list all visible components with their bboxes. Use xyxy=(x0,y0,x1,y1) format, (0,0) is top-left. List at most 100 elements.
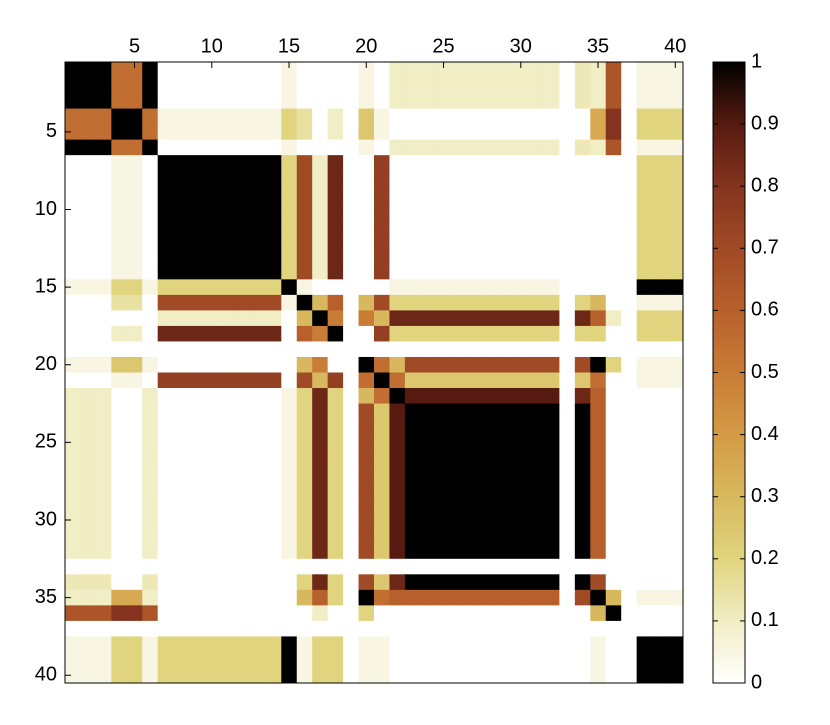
heatmap-cell xyxy=(173,481,189,498)
heatmap-cell xyxy=(482,62,498,78)
heatmap-cell xyxy=(358,310,375,327)
heatmap-cell xyxy=(281,636,298,653)
heatmap-cell xyxy=(528,108,545,125)
heatmap-cell xyxy=(667,605,684,622)
heatmap-cell xyxy=(451,77,468,94)
heatmap-cell xyxy=(420,636,437,653)
heatmap-cell xyxy=(574,294,591,311)
heatmap-cell xyxy=(312,124,329,141)
heatmap-cell xyxy=(513,155,529,172)
heatmap-cell xyxy=(590,434,607,451)
heatmap-cell xyxy=(621,589,638,606)
heatmap-cell xyxy=(497,124,514,141)
heatmap-cell xyxy=(343,108,359,125)
heatmap-cell xyxy=(343,651,359,668)
heatmap-cell xyxy=(621,294,638,311)
heatmap-cell xyxy=(343,527,359,544)
heatmap-cell xyxy=(497,558,514,575)
heatmap-cell xyxy=(281,527,298,544)
heatmap-cell xyxy=(296,496,313,513)
heatmap-cell xyxy=(621,341,638,358)
heatmap-cell xyxy=(204,667,220,684)
heatmap-cell xyxy=(126,77,143,94)
heatmap-cell xyxy=(590,356,607,373)
heatmap-cell xyxy=(173,574,189,591)
heatmap-cell xyxy=(234,512,251,529)
heatmap-cell xyxy=(111,217,128,234)
heatmap-cell xyxy=(528,139,545,156)
heatmap-cell xyxy=(126,341,143,358)
heatmap-cell xyxy=(358,201,375,218)
heatmap-cell xyxy=(95,543,112,560)
heatmap-cell xyxy=(219,558,236,575)
heatmap-cell xyxy=(296,651,313,668)
heatmap-cell xyxy=(126,465,143,482)
heatmap-cell xyxy=(80,279,97,296)
heatmap-cell xyxy=(219,279,236,296)
heatmap-cell xyxy=(95,450,112,467)
heatmap-cell xyxy=(374,465,390,482)
heatmap-cell xyxy=(374,589,390,606)
heatmap-cell xyxy=(219,465,236,482)
heatmap-cell xyxy=(482,543,498,560)
heatmap-cell xyxy=(219,403,236,420)
heatmap-cell xyxy=(142,512,159,529)
heatmap-cell xyxy=(652,605,668,622)
heatmap-cell xyxy=(142,574,159,591)
heatmap-cell xyxy=(435,62,452,78)
heatmap-cell xyxy=(111,465,128,482)
heatmap-cell xyxy=(513,527,529,544)
heatmap-cell xyxy=(111,403,128,420)
heatmap-cell xyxy=(621,403,638,420)
heatmap-cell xyxy=(374,310,390,327)
heatmap-cell xyxy=(296,170,313,187)
heatmap-cell xyxy=(605,388,622,404)
heatmap-cell xyxy=(605,605,622,622)
heatmap-cell xyxy=(157,434,174,451)
heatmap-cell xyxy=(358,325,375,342)
heatmap-cell xyxy=(204,77,220,94)
heatmap-cell xyxy=(95,139,112,156)
heatmap-cell xyxy=(219,512,236,529)
heatmap-cell xyxy=(636,93,653,109)
heatmap-cell xyxy=(265,93,282,109)
heatmap-cell xyxy=(265,419,282,435)
heatmap-cell xyxy=(636,558,653,575)
heatmap-cell xyxy=(667,217,684,234)
heatmap-cell xyxy=(621,62,638,78)
heatmap-cell xyxy=(234,465,251,482)
heatmap-cell xyxy=(636,543,653,560)
heatmap-cell xyxy=(652,124,668,141)
heatmap-cell xyxy=(343,388,359,404)
heatmap-cell xyxy=(173,93,189,109)
heatmap-cell xyxy=(574,108,591,125)
heatmap-cell xyxy=(667,62,684,78)
heatmap-cell xyxy=(358,139,375,156)
heatmap-cell xyxy=(667,589,684,606)
heatmap-cell xyxy=(513,481,529,498)
heatmap-cell xyxy=(188,605,205,622)
colorbar-tick-label: 0 xyxy=(751,671,762,693)
heatmap-cell xyxy=(528,636,545,653)
heatmap-cell xyxy=(188,155,205,172)
heatmap-cell xyxy=(173,62,189,78)
heatmap-cell xyxy=(389,388,406,404)
heatmap-cell xyxy=(528,186,545,203)
heatmap-cell xyxy=(605,186,622,203)
heatmap-cell xyxy=(621,419,638,435)
heatmap-cell xyxy=(605,543,622,560)
heatmap-cell xyxy=(111,589,128,606)
heatmap-cell xyxy=(574,496,591,513)
heatmap-cell xyxy=(95,496,112,513)
heatmap-cell xyxy=(559,356,576,373)
heatmap-cell xyxy=(312,388,329,404)
heatmap-cell xyxy=(296,667,313,684)
heatmap-cell xyxy=(173,170,189,187)
heatmap-cell xyxy=(265,279,282,296)
heatmap-cell xyxy=(343,543,359,560)
heatmap-cell xyxy=(265,263,282,280)
heatmap-cell xyxy=(65,263,81,280)
heatmap-cell xyxy=(219,325,236,342)
heatmap-cell xyxy=(652,201,668,218)
heatmap-cell xyxy=(250,574,267,591)
